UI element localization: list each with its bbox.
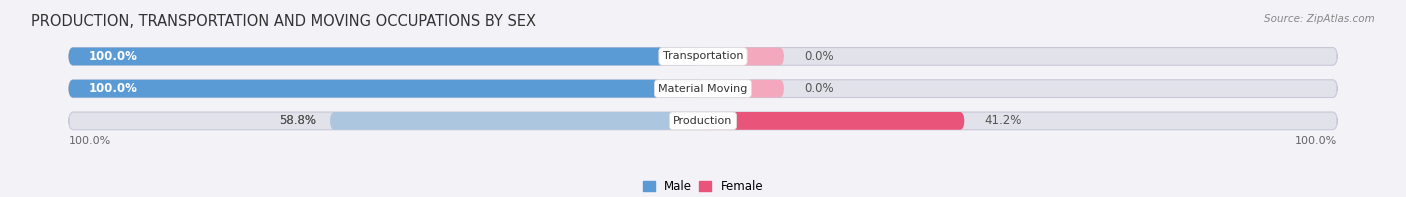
Text: Production: Production — [673, 116, 733, 126]
Text: 100.0%: 100.0% — [1295, 136, 1337, 146]
Text: 100.0%: 100.0% — [89, 82, 138, 95]
FancyBboxPatch shape — [703, 47, 785, 65]
FancyBboxPatch shape — [69, 80, 703, 98]
Text: Transportation: Transportation — [662, 51, 744, 61]
Text: 58.8%: 58.8% — [280, 114, 316, 127]
Text: 0.0%: 0.0% — [804, 50, 834, 63]
FancyBboxPatch shape — [69, 47, 703, 65]
Text: 58.8%: 58.8% — [280, 114, 316, 127]
Text: Material Moving: Material Moving — [658, 84, 748, 94]
FancyBboxPatch shape — [69, 47, 1337, 65]
FancyBboxPatch shape — [69, 112, 1337, 130]
FancyBboxPatch shape — [69, 80, 1337, 98]
Text: PRODUCTION, TRANSPORTATION AND MOVING OCCUPATIONS BY SEX: PRODUCTION, TRANSPORTATION AND MOVING OC… — [31, 14, 536, 29]
Text: 100.0%: 100.0% — [69, 136, 111, 146]
Text: Source: ZipAtlas.com: Source: ZipAtlas.com — [1264, 14, 1375, 24]
FancyBboxPatch shape — [330, 112, 703, 130]
Text: 0.0%: 0.0% — [804, 82, 834, 95]
Text: 41.2%: 41.2% — [984, 114, 1022, 127]
FancyBboxPatch shape — [703, 80, 785, 98]
Legend: Male, Female: Male, Female — [638, 175, 768, 197]
Text: 100.0%: 100.0% — [89, 50, 138, 63]
FancyBboxPatch shape — [703, 112, 965, 130]
